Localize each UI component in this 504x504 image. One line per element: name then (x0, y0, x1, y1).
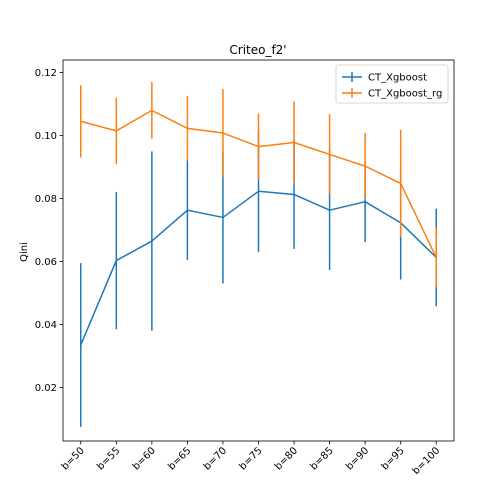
y-tick-label: 0.04 (35, 320, 57, 331)
series-line (80, 190, 437, 346)
legend-label: CT_Xgboost (368, 73, 427, 84)
y-tick-label: 0.06 (35, 257, 57, 268)
y-tick-label: 0.02 (35, 383, 57, 394)
y-tick-label: 0.12 (35, 68, 57, 79)
y-tick-label: 0.10 (35, 131, 57, 142)
chart-title: Criteo_f2' (229, 43, 286, 57)
legend-label: CT_Xgboost_rg (368, 89, 442, 100)
legend-item-1: CT_Xgboost_rg (342, 88, 442, 100)
y-tick-label: 0.08 (35, 194, 57, 205)
plot-area (62, 59, 455, 442)
legend-box (335, 64, 449, 104)
series-1 (80, 82, 437, 288)
series-line (80, 109, 437, 258)
legend: CT_Xgboost CT_Xgboost_rg (335, 64, 449, 104)
y-axis: 0.02 0.04 0.06 0.08 0.10 0.12 (35, 68, 63, 394)
legend-item-0: CT_Xgboost (342, 72, 427, 84)
y-axis-label: Qini (19, 242, 30, 262)
